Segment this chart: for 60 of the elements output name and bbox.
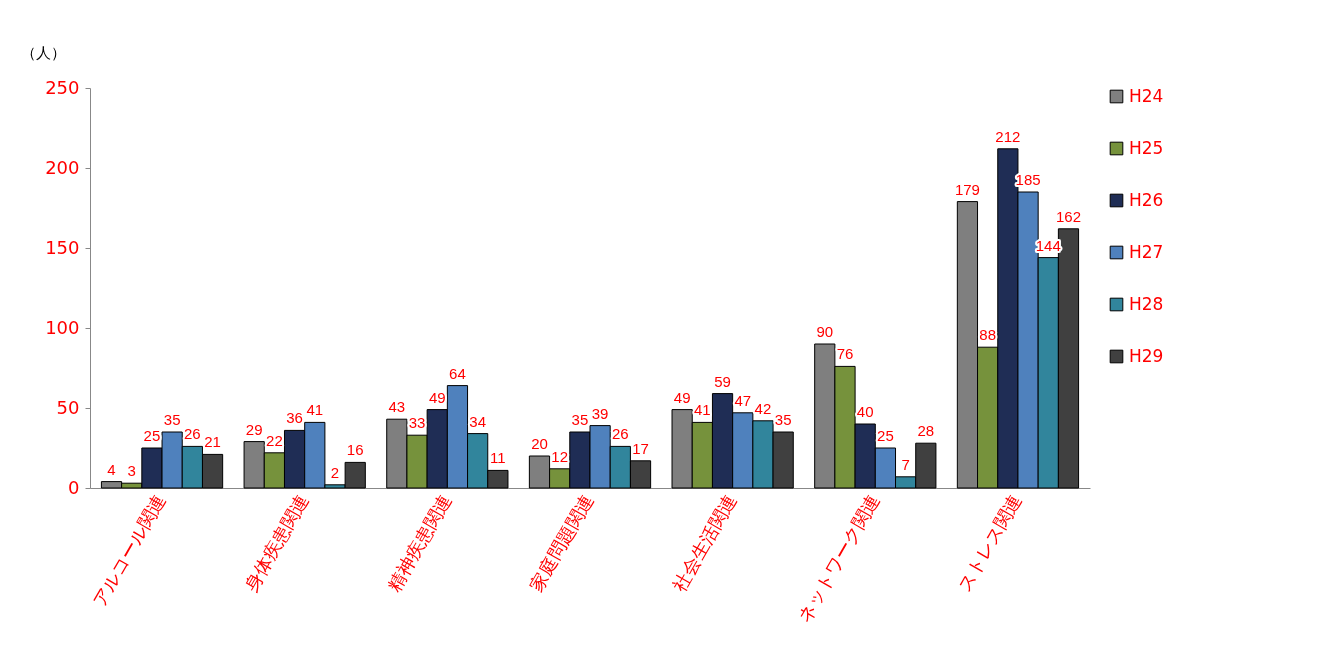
data-label: 22 — [266, 431, 283, 449]
legend-label: H25 — [1129, 137, 1164, 158]
data-label: 25 — [877, 427, 894, 444]
data-label: 35 — [774, 411, 792, 428]
x-tick-label: 家庭問題関連 — [525, 490, 598, 595]
data-label: 41 — [694, 401, 711, 419]
legend-label: H24 — [1129, 85, 1164, 106]
y-tick-label: 250 — [45, 76, 80, 98]
x-tick-label: 精神疾患関連 — [382, 490, 456, 595]
data-label: 17 — [632, 439, 649, 457]
data-label: 26 — [611, 425, 629, 443]
data-label: 41 — [306, 401, 324, 419]
data-label: 90 — [816, 323, 834, 340]
data-label: 36 — [286, 409, 303, 427]
data-label: 49 — [428, 388, 446, 406]
data-label: 2 — [330, 463, 340, 481]
data-label: 42 — [754, 399, 772, 417]
x-tick-label: ネットワーク関連 — [792, 490, 884, 626]
data-label: 4 — [107, 460, 116, 478]
y-tick-label: 150 — [45, 236, 80, 258]
y-tick-label: 50 — [56, 396, 80, 418]
data-label: 29 — [245, 420, 263, 438]
x-tick-label: ストレス関連 — [953, 490, 1026, 595]
x-tick-label: アルコール関連 — [88, 490, 170, 611]
data-label: 49 — [673, 388, 691, 406]
data-label: 43 — [388, 398, 406, 416]
data-label: 33 — [408, 414, 426, 432]
data-label: 47 — [734, 391, 752, 409]
legend-label: H27 — [1129, 241, 1164, 262]
x-tick-label: 身体疾患関連 — [240, 490, 313, 595]
data-label: 88 — [979, 326, 996, 344]
data-label: 179 — [954, 180, 980, 198]
data-label: 59 — [714, 372, 731, 390]
data-label: 162 — [1055, 207, 1081, 225]
data-label: 40 — [856, 403, 874, 420]
y-tick-label: 200 — [45, 156, 80, 178]
legend-label: H28 — [1129, 293, 1164, 314]
x-tick-label: 社会生活関連 — [668, 490, 741, 595]
data-label: 20 — [531, 435, 548, 452]
legend-label: H29 — [1129, 345, 1164, 366]
data-label: 212 — [995, 127, 1021, 145]
data-label: 25 — [143, 427, 161, 444]
data-label: 12 — [551, 447, 569, 465]
data-label: 7 — [901, 455, 910, 473]
data-label: 76 — [836, 345, 854, 363]
data-label: 11 — [490, 449, 506, 467]
data-label: 3 — [127, 462, 136, 480]
data-label: 64 — [449, 364, 466, 382]
data-label: 35 — [571, 411, 589, 428]
data-label: 28 — [917, 422, 935, 440]
y-tick-label: 100 — [45, 316, 80, 338]
data-label: 34 — [469, 412, 486, 430]
data-label: 39 — [591, 404, 609, 422]
y-tick-label: 0 — [68, 476, 80, 498]
legend-label: H26 — [1129, 189, 1164, 210]
y-axis-title: （人） — [20, 43, 66, 62]
data-label: 35 — [163, 411, 181, 428]
data-label: 16 — [346, 441, 364, 459]
data-label: 21 — [204, 433, 221, 451]
data-label: 26 — [184, 425, 201, 443]
